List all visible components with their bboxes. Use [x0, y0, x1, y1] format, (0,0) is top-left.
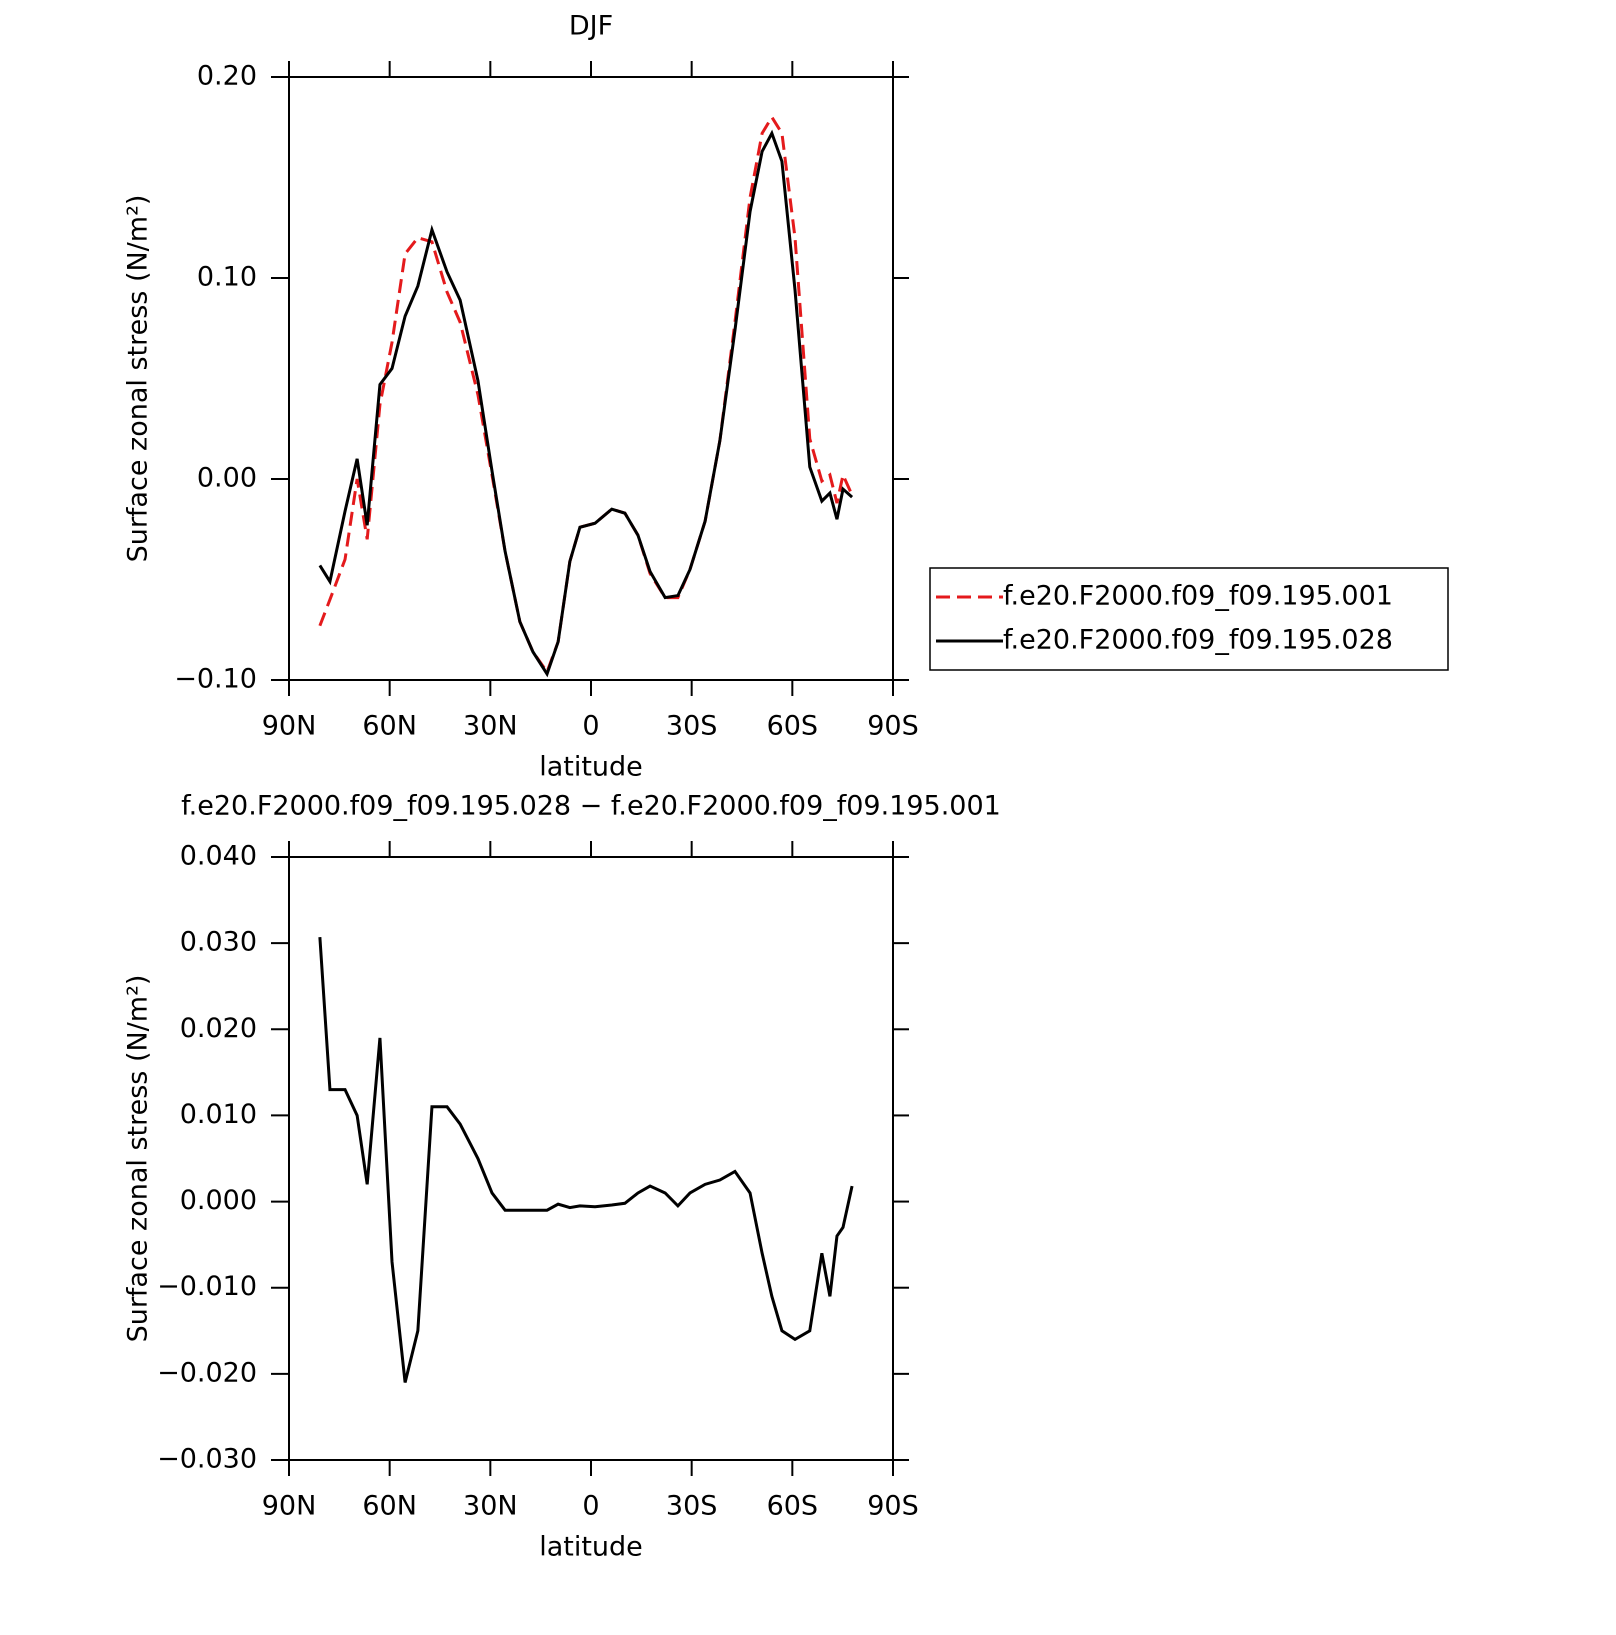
- x-tick-label: 60N: [362, 711, 417, 742]
- y-tick-label: 0.10: [197, 262, 257, 293]
- x-tick-label: 60S: [767, 711, 819, 742]
- legend-box: [929, 567, 1449, 671]
- data-line: [318, 129, 854, 678]
- x-axis-label: latitude: [539, 752, 643, 783]
- data-line: [318, 937, 854, 1383]
- y-tick-label: 0.000: [180, 1185, 257, 1216]
- chart-title: f.e20.F2000.f09_f09.195.028 − f.e20.F200…: [181, 791, 1001, 822]
- x-tick-label: 90S: [867, 711, 919, 742]
- x-tick-label: 60N: [362, 1491, 417, 1522]
- y-tick-label: 0.00: [197, 463, 257, 494]
- y-tick-label: 0.020: [180, 1013, 257, 1044]
- y-tick-label: 0.010: [180, 1099, 257, 1130]
- data-line: [318, 114, 854, 676]
- x-tick-label: 60S: [767, 1491, 819, 1522]
- x-tick-label: 0: [582, 1491, 599, 1522]
- x-tick-label: 30S: [666, 1491, 718, 1522]
- y-tick-label: 0.040: [180, 841, 257, 872]
- legend-label: f.e20.F2000.f09_f09.195.028: [1003, 625, 1393, 656]
- x-tick-label: 90N: [262, 1491, 317, 1522]
- y-tick-label: −0.10: [174, 664, 257, 695]
- legend-label: f.e20.F2000.f09_f09.195.001: [1003, 581, 1393, 612]
- y-tick-label: 0.030: [180, 927, 257, 958]
- y-axis-label: Surface zonal stress (N/m²): [123, 195, 154, 563]
- y-tick-label: 0.20: [197, 61, 257, 92]
- plot-frame: [288, 856, 894, 1461]
- x-tick-label: 30S: [666, 711, 718, 742]
- y-tick-label: −0.010: [157, 1271, 257, 1302]
- x-tick-label: 90N: [262, 711, 317, 742]
- chart-title: DJF: [569, 11, 613, 42]
- y-tick-label: −0.020: [157, 1357, 257, 1388]
- x-tick-label: 30N: [463, 711, 518, 742]
- x-tick-label: 0: [582, 711, 599, 742]
- y-tick-label: −0.030: [157, 1444, 257, 1475]
- x-tick-label: 90S: [867, 1491, 919, 1522]
- x-tick-label: 30N: [463, 1491, 518, 1522]
- x-axis-label: latitude: [539, 1532, 643, 1563]
- y-axis-label: Surface zonal stress (N/m²): [123, 975, 154, 1343]
